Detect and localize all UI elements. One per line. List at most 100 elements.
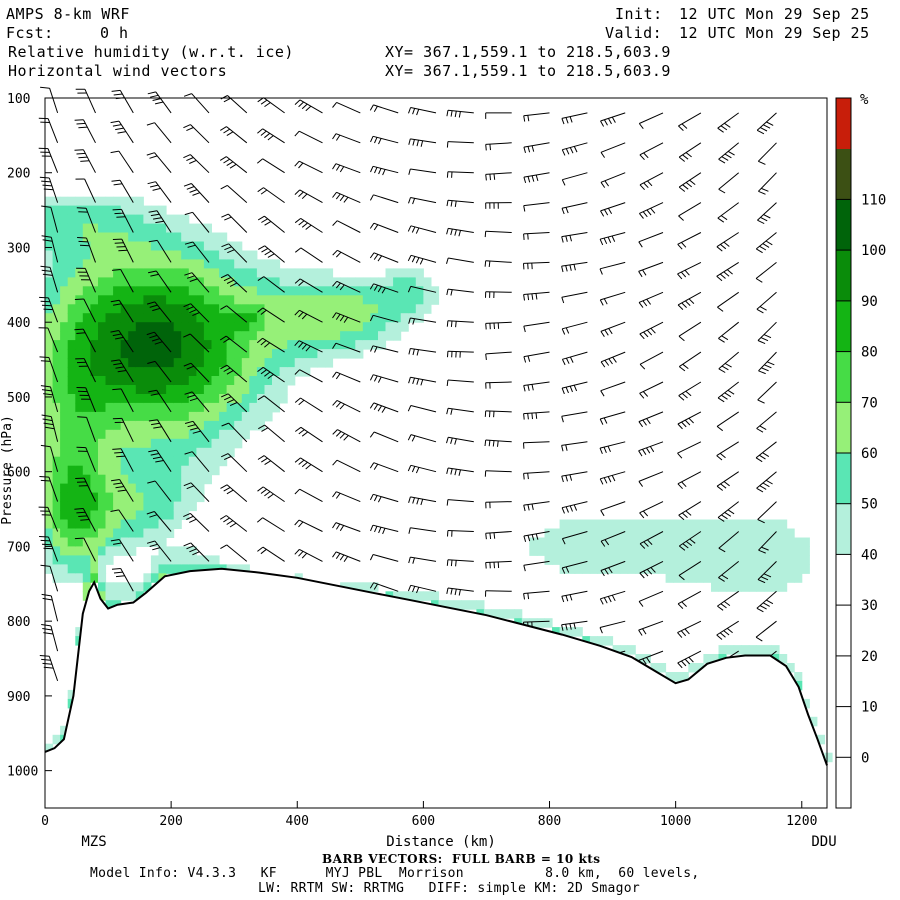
rh-cell (779, 573, 788, 583)
rh-cell (226, 349, 235, 359)
rh-cell (635, 555, 644, 565)
barb-feather (638, 123, 644, 130)
barb-feather (335, 373, 341, 380)
rh-cell (355, 331, 364, 341)
barb-feather (759, 454, 766, 460)
barb-feather (523, 294, 525, 301)
rh-cell (355, 295, 364, 305)
rh-cell (695, 573, 704, 583)
wind-barb (718, 531, 740, 553)
rh-cell (75, 537, 84, 547)
rh-cell (219, 456, 228, 467)
barb-feather (681, 601, 687, 607)
rh-cell (52, 537, 61, 547)
rh-cell (135, 349, 144, 359)
barb-feather (527, 115, 530, 122)
rh-cell (158, 205, 167, 216)
rh-cell (241, 250, 250, 260)
rh-cell (763, 537, 772, 547)
rh-cell (98, 196, 107, 207)
barb-feather (643, 541, 649, 547)
barb-feather (187, 394, 196, 398)
rh-cell (567, 564, 576, 574)
rh-cell (45, 743, 54, 754)
barb-shaft (447, 141, 474, 144)
barb-feather (724, 363, 732, 368)
rh-cell (150, 295, 159, 305)
barb-feather (446, 559, 449, 566)
rh-cell (113, 313, 122, 323)
barb-feather (332, 191, 337, 198)
rh-cell (128, 582, 137, 592)
rh-cell (695, 564, 704, 574)
rh-cell (128, 394, 137, 404)
barb-feather (681, 302, 687, 308)
rh-cell (673, 672, 682, 682)
rh-cell (605, 636, 614, 646)
barb-feather (523, 356, 527, 363)
wind-barb (74, 508, 96, 532)
barb-shaft (600, 381, 626, 392)
barb-shaft (447, 499, 474, 503)
barb-shaft (638, 291, 664, 303)
rh-cell (52, 546, 61, 556)
rh-cell (703, 537, 712, 547)
rh-cell (362, 277, 371, 287)
rh-cell (726, 537, 735, 547)
rh-cell (98, 573, 107, 583)
rh-cell (264, 358, 273, 368)
barb-feather (415, 227, 420, 234)
barb-feather (183, 362, 192, 367)
wind-barb (370, 524, 399, 535)
rh-cell (203, 313, 212, 323)
rh-cell (67, 295, 76, 305)
rh-cell (325, 268, 334, 278)
wind-barb (112, 208, 134, 233)
wind-barb (485, 560, 512, 569)
rh-cell (415, 286, 424, 296)
barb-feather (117, 370, 127, 373)
barb-shaft (300, 397, 323, 413)
barb-feather (378, 527, 382, 534)
rh-cell (627, 546, 636, 556)
barb-feather (186, 157, 194, 162)
wind-barb (110, 330, 134, 353)
barb-feather (523, 535, 527, 542)
barb-feather (677, 243, 683, 250)
rh-cell (340, 331, 349, 341)
rh-cell (45, 250, 54, 260)
rh-cell (272, 295, 281, 305)
barb-feather (221, 243, 229, 248)
barb-shaft (299, 99, 323, 114)
wind-barb (369, 222, 399, 233)
rh-cell (173, 385, 182, 395)
rh-cell (128, 367, 137, 377)
barb-feather (650, 567, 656, 573)
barb-feather (446, 587, 449, 594)
rh-cell (82, 277, 91, 287)
barb-shaft (262, 307, 285, 323)
rh-cell (82, 519, 91, 529)
rh-cell (431, 591, 440, 601)
barb-shaft (154, 540, 172, 562)
x-tick-label: 600 (412, 814, 435, 829)
rh-cell (196, 367, 205, 377)
barb-feather (41, 180, 51, 183)
barb-feather (335, 553, 341, 559)
barb-feather (155, 220, 164, 224)
colorbar-swatch (836, 757, 851, 809)
rh-cell (158, 483, 167, 494)
wind-barb (638, 112, 664, 130)
barb-feather (339, 433, 346, 439)
barb-feather (611, 594, 616, 602)
rh-cell (120, 537, 129, 547)
rh-cell (173, 322, 182, 332)
rh-cell (196, 385, 205, 395)
barb-feather (527, 146, 531, 153)
wind-barb (639, 560, 664, 579)
barb-feather (527, 176, 531, 183)
barb-shaft (262, 337, 285, 353)
barb-feather (264, 342, 271, 348)
rh-cell (120, 196, 129, 207)
wind-barb (638, 291, 664, 308)
